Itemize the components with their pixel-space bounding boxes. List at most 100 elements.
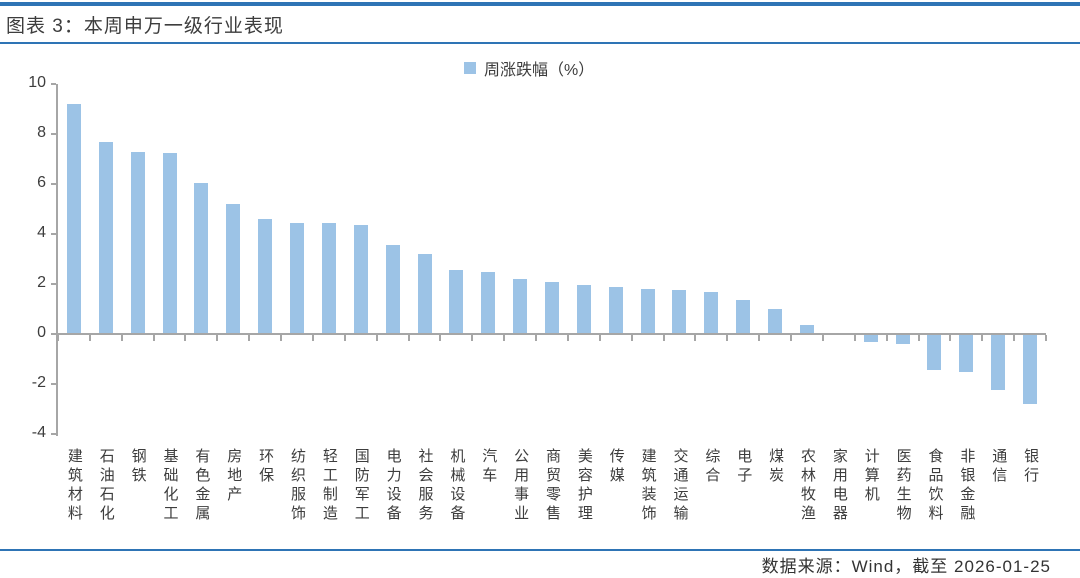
x-axis-tick	[503, 335, 506, 341]
x-axis-category-label: 环保	[257, 448, 275, 486]
bar-银行	[1023, 334, 1038, 404]
y-axis-tick	[51, 333, 56, 335]
x-axis-category-label: 基础化工	[161, 448, 179, 524]
x-axis-tick	[885, 335, 888, 341]
y-axis-tick-label: 6	[37, 174, 46, 191]
bar-电子	[736, 300, 751, 334]
y-axis-tick-label: 10	[28, 74, 46, 91]
bar-计算机	[863, 334, 878, 342]
bar-食品饮料	[927, 334, 942, 371]
chart-legend: 周涨跌幅（%）	[464, 56, 594, 80]
x-axis-tick	[152, 335, 155, 341]
legend-label: 周涨跌幅（%）	[484, 62, 595, 79]
bar-钢铁	[130, 151, 145, 334]
x-axis-category-label: 建筑材料	[65, 448, 83, 524]
top-divider	[0, 2, 1080, 6]
bar-通信	[991, 334, 1006, 391]
bar-汽车	[481, 271, 496, 334]
x-axis-tick	[790, 335, 793, 341]
bar-机械设备	[449, 270, 464, 334]
bar-房地产	[226, 204, 241, 334]
bar-建筑装饰	[640, 289, 655, 334]
x-axis-category-label: 农林牧渔	[798, 448, 816, 524]
bar-国防军工	[353, 225, 368, 334]
x-axis-tick	[758, 335, 761, 341]
x-axis-tick	[216, 335, 219, 341]
bar-农林牧渔	[799, 325, 814, 334]
data-source-note: 数据来源：Wind，截至 2026-01-25	[761, 557, 1051, 576]
x-axis-category-label: 公用事业	[512, 448, 530, 524]
y-axis-tick	[51, 183, 56, 185]
x-axis-tick	[917, 335, 920, 341]
x-axis-tick	[981, 335, 984, 341]
title-divider	[0, 42, 1080, 44]
bar-商贸零售	[545, 281, 559, 334]
bar-美容护理	[576, 285, 591, 334]
bar-石油石化	[98, 141, 113, 334]
x-axis-category-label: 有色金属	[193, 448, 211, 524]
x-axis-category-label: 电力设备	[384, 448, 402, 524]
bar-煤炭	[768, 309, 783, 334]
bar-环保	[258, 219, 273, 334]
x-axis-category-label: 家用电器	[830, 448, 848, 524]
x-axis-category-label: 纺织服饰	[289, 448, 307, 524]
bar-有色金属	[194, 182, 209, 334]
bar-建筑材料	[66, 104, 81, 334]
x-axis-category-label: 国防军工	[352, 448, 370, 524]
x-axis-tick	[821, 335, 824, 341]
y-axis-line	[56, 84, 58, 436]
x-axis-tick	[88, 335, 91, 341]
x-axis-category-label: 计算机	[862, 448, 880, 505]
x-axis-tick	[120, 335, 123, 341]
x-axis-category-label: 钢铁	[129, 448, 147, 486]
x-axis-tick	[184, 335, 187, 341]
x-axis-tick	[407, 335, 410, 341]
x-axis-tick	[566, 335, 569, 341]
y-axis-tick-label: 2	[37, 274, 46, 291]
x-axis-tick	[375, 335, 378, 341]
figure-title: 图表 3：本周申万一级行业表现	[6, 16, 284, 37]
x-axis-tick	[726, 335, 729, 341]
y-axis-tick-label: 4	[37, 224, 46, 241]
x-axis-category-label: 房地产	[225, 448, 243, 505]
x-axis-category-label: 石油石化	[97, 448, 115, 524]
x-axis-tick	[471, 335, 474, 341]
x-axis-category-label: 传媒	[607, 448, 625, 486]
x-axis-tick	[280, 335, 283, 341]
x-axis-tick	[311, 335, 314, 341]
bar-电力设备	[385, 245, 400, 334]
bar-基础化工	[162, 152, 177, 334]
bar-社会服务	[417, 254, 432, 334]
x-axis-category-label: 建筑装饰	[639, 448, 657, 524]
y-axis-tick	[51, 283, 56, 285]
x-axis-category-label: 交通运输	[671, 448, 689, 524]
x-axis-tick	[535, 335, 538, 341]
x-axis-category-label: 汽车	[480, 448, 498, 486]
y-axis-tick	[51, 133, 56, 135]
x-axis-tick	[662, 335, 665, 341]
bottom-divider	[0, 549, 1080, 551]
x-axis-tick	[598, 335, 601, 341]
x-axis-category-label: 银行	[1022, 448, 1040, 486]
x-axis-line	[56, 333, 1046, 335]
x-axis-category-label: 煤炭	[767, 448, 785, 486]
x-axis-tick	[949, 335, 952, 341]
y-axis-tick-label: 0	[37, 324, 46, 341]
x-axis-tick	[853, 335, 856, 341]
x-axis-category-label: 通信	[990, 448, 1008, 486]
x-axis-category-label: 社会服务	[416, 448, 434, 524]
bar-综合	[704, 291, 719, 334]
x-axis-tick	[630, 335, 633, 341]
x-axis-tick	[1045, 335, 1047, 341]
bar-纺织服饰	[290, 222, 305, 334]
y-axis-tick-label: 8	[37, 124, 46, 141]
x-axis-tick	[694, 335, 697, 341]
bar-传媒	[608, 286, 623, 334]
x-axis-category-label: 医药生物	[894, 448, 912, 524]
x-axis-category-label: 商贸零售	[544, 448, 561, 524]
bar-交通运输	[672, 290, 687, 334]
x-axis-tick	[248, 335, 251, 341]
y-axis-tick-label: -2	[31, 374, 46, 391]
x-axis-category-label: 非银金融	[958, 448, 976, 524]
